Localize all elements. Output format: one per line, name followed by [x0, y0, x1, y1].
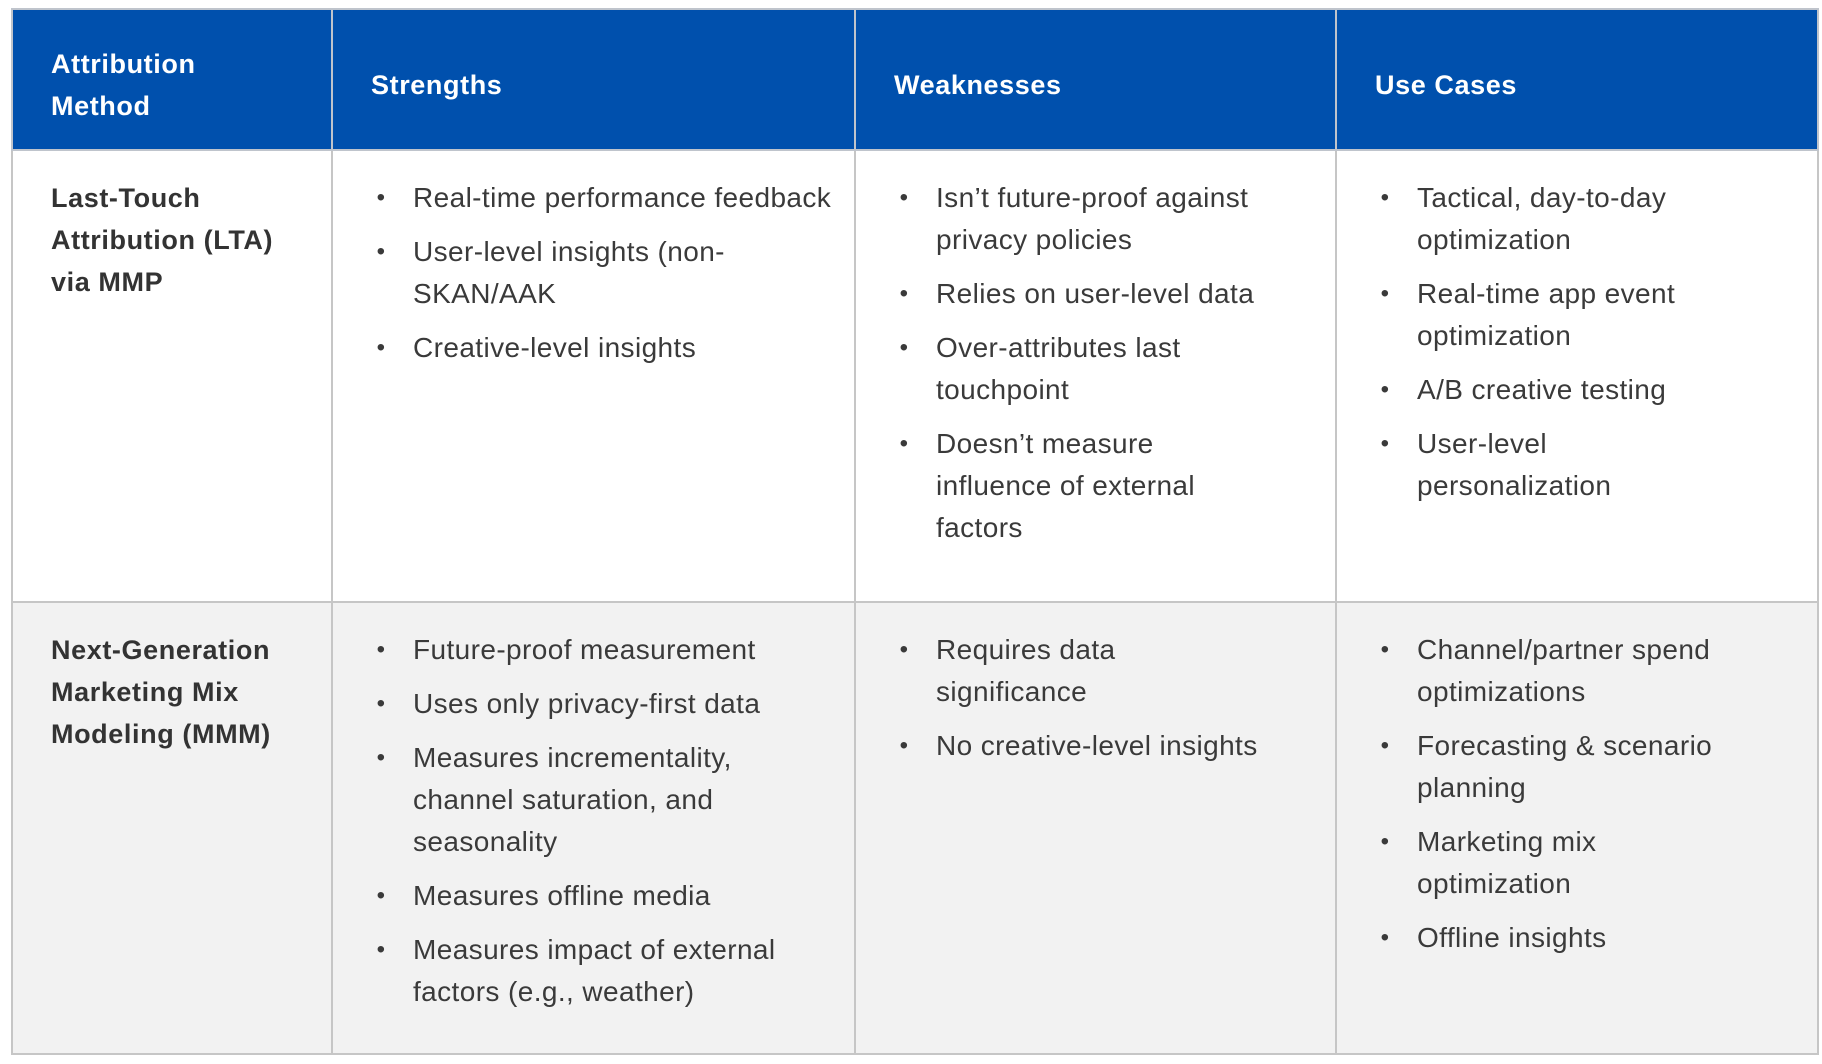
- list-item: • Measures incrementality, channel satura…: [371, 737, 834, 863]
- list-item: • Channel/partner spend optimizations: [1375, 629, 1797, 713]
- list-item: • Measures impact of external factors (e.…: [371, 929, 834, 1013]
- header-use-cases: Use Cases: [1335, 8, 1819, 151]
- header-row: Attribution Method Strengths Weaknesses …: [11, 8, 1819, 151]
- list-item: • Tactical, day-to-day optimization: [1375, 177, 1797, 261]
- header-weaknesses: Weaknesses: [854, 8, 1337, 151]
- list-item: • No creative-level insights: [894, 725, 1315, 767]
- bullet-icon: •: [1380, 184, 1390, 211]
- weaknesses-cell: • Requires data significance • No creative…: [854, 601, 1337, 1055]
- list-item: • Over-attributes last touchpoint: [894, 327, 1315, 411]
- weaknesses-cell: • Isn’t future-proof against privacy poli…: [854, 149, 1337, 603]
- list-item: • User-level personalization: [1375, 423, 1797, 507]
- strengths-list: • Future-proof measurement • Uses only pri…: [371, 629, 834, 1013]
- bullet-icon: •: [376, 744, 386, 771]
- strengths-cell: • Future-proof measurement • Uses only pri…: [331, 601, 856, 1055]
- method-name: Last-Touch Attribution (LTA) via MMP: [51, 183, 274, 297]
- header-attribution-method: Attribution Method: [11, 8, 333, 151]
- list-item: • Measures offline media: [371, 875, 834, 917]
- table-body: Last-Touch Attribution (LTA) via MMP • Re…: [11, 149, 1819, 1055]
- bullet-icon: •: [1380, 732, 1390, 759]
- list-item: • Relies on user-level data: [894, 273, 1315, 315]
- use-cases-cell: • Tactical, day-to-day optimization • Real…: [1335, 149, 1819, 603]
- bullet-icon: •: [376, 238, 386, 265]
- use-cases-list: • Channel/partner spend optimizations • Fo…: [1375, 629, 1797, 959]
- list-item: • Offline insights: [1375, 917, 1797, 959]
- bullet-icon: •: [376, 936, 386, 963]
- bullet-icon: •: [1380, 828, 1390, 855]
- list-item: • Marketing mix optimization: [1375, 821, 1797, 905]
- weaknesses-list: • Requires data significance • No creative…: [894, 629, 1315, 767]
- list-item: • Uses only privacy-first data: [371, 683, 834, 725]
- list-item: • User-level insights (non-SKAN/AAK: [371, 231, 834, 315]
- list-item: • Real-time performance feedback: [371, 177, 834, 219]
- bullet-icon: •: [1380, 924, 1390, 951]
- weaknesses-list: • Isn’t future-proof against privacy poli…: [894, 177, 1315, 549]
- attribution-comparison-table: Attribution Method Strengths Weaknesses …: [11, 8, 1819, 1055]
- list-item: • Future-proof measurement: [371, 629, 834, 671]
- list-item: • Isn’t future-proof against privacy poli…: [894, 177, 1315, 261]
- bullet-icon: •: [899, 280, 909, 307]
- bullet-icon: •: [376, 882, 386, 909]
- list-item: • Requires data significance: [894, 629, 1315, 713]
- bullet-icon: •: [376, 636, 386, 663]
- list-item: • Forecasting & scenario planning: [1375, 725, 1797, 809]
- table-row: Next-Generation Marketing Mix Modeling (…: [11, 601, 1819, 1055]
- list-item: • Real-time app event optimization: [1375, 273, 1797, 357]
- bullet-icon: •: [1380, 280, 1390, 307]
- strengths-list: • Real-time performance feedback • User-le…: [371, 177, 834, 369]
- bullet-icon: •: [376, 184, 386, 211]
- use-cases-list: • Tactical, day-to-day optimization • Real…: [1375, 177, 1797, 507]
- strengths-cell: • Real-time performance feedback • User-le…: [331, 149, 856, 603]
- bullet-icon: •: [899, 334, 909, 361]
- bullet-icon: •: [899, 184, 909, 211]
- use-cases-cell: • Channel/partner spend optimizations • Fo…: [1335, 601, 1819, 1055]
- comparison-table-container: Attribution Method Strengths Weaknesses …: [11, 8, 1819, 1055]
- bullet-icon: •: [1380, 636, 1390, 663]
- bullet-icon: •: [376, 334, 386, 361]
- table-header: Attribution Method Strengths Weaknesses …: [11, 8, 1819, 151]
- bullet-icon: •: [1380, 430, 1390, 457]
- bullet-icon: •: [899, 636, 909, 663]
- header-strengths: Strengths: [331, 8, 856, 151]
- method-cell: Last-Touch Attribution (LTA) via MMP: [11, 149, 333, 603]
- bullet-icon: •: [899, 732, 909, 759]
- table-row: Last-Touch Attribution (LTA) via MMP • Re…: [11, 149, 1819, 603]
- bullet-icon: •: [376, 690, 386, 717]
- method-cell: Next-Generation Marketing Mix Modeling (…: [11, 601, 333, 1055]
- bullet-icon: •: [1380, 376, 1390, 403]
- bullet-icon: •: [899, 430, 909, 457]
- list-item: • Creative-level insights: [371, 327, 834, 369]
- list-item: • Doesn’t measure influence of external f…: [894, 423, 1315, 549]
- list-item: • A/B creative testing: [1375, 369, 1797, 411]
- method-name: Next-Generation Marketing Mix Modeling (…: [51, 635, 271, 749]
